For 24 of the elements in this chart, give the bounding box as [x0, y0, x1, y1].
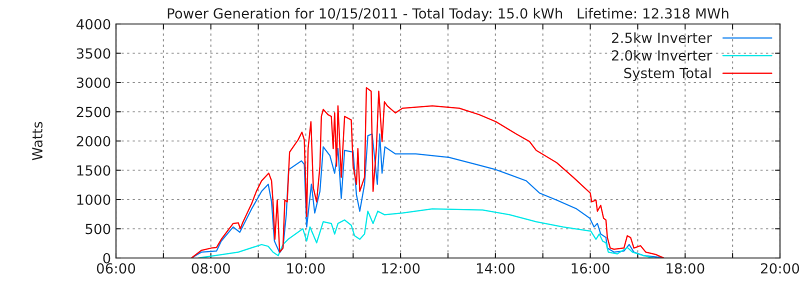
line-series: [190, 87, 664, 258]
y-axis-title: Watts: [32, 122, 43, 160]
y-tick-label: 3500: [76, 48, 110, 59]
y-tick-label: 2500: [76, 106, 110, 118]
x-tick-label: 08:00: [192, 263, 230, 274]
x-tick-label: 12:00: [382, 263, 420, 274]
y-tick-label: 2000: [76, 136, 110, 146]
y-tick-label: 1500: [77, 165, 110, 176]
x-tick-label: 16:00: [572, 263, 610, 274]
x-tick-label: 10:00: [287, 263, 325, 274]
y-tick-label: 0: [103, 252, 110, 264]
x-tick-label: 14:00: [476, 263, 515, 274]
x-tick-label: 18:00: [666, 263, 704, 274]
line-series: [197, 208, 654, 258]
y-tick-label: 3000: [76, 77, 110, 88]
chart-title: Power Generation for 10/15/2011 - Total Today: 15.0 kWh Lifetime: 12.318 MWh: [168, 8, 728, 22]
x-tick-label: 06:00: [96, 263, 136, 274]
legend-label: 2.0kw Inverter: [612, 50, 712, 61]
y-tick-label: 1000: [77, 194, 110, 205]
x-tick-label: 20:00: [761, 263, 800, 274]
y-tick-label: 500: [86, 224, 110, 234]
y-tick-label: 4000: [76, 18, 110, 30]
legend-label: 2.5kw Inverter: [612, 32, 712, 44]
legend-label: System Total: [624, 68, 711, 81]
